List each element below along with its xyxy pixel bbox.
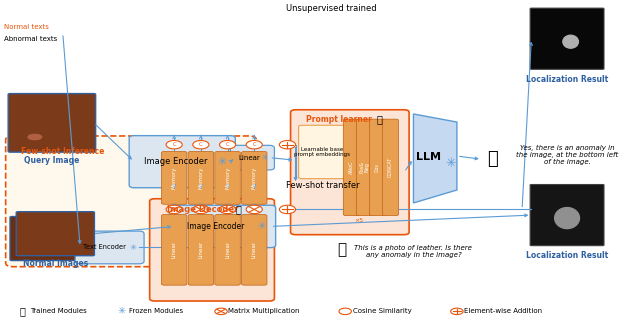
Text: Pos&
Neg: Pos& Neg <box>359 161 370 173</box>
Text: This is a photo of leather. Is there
any anomaly in the image?: This is a photo of leather. Is there any… <box>355 245 472 258</box>
FancyBboxPatch shape <box>356 119 372 215</box>
Circle shape <box>220 140 236 149</box>
Ellipse shape <box>563 35 579 48</box>
Text: Image Encoder: Image Encoder <box>187 222 244 231</box>
Text: 🔥: 🔥 <box>19 306 26 316</box>
Text: ANoC: ANoC <box>349 161 354 174</box>
Text: Trained Modules: Trained Modules <box>30 308 86 314</box>
Circle shape <box>215 308 227 315</box>
FancyBboxPatch shape <box>383 119 399 215</box>
Circle shape <box>246 205 262 214</box>
Text: Element-wise Addition: Element-wise Addition <box>465 308 543 314</box>
FancyBboxPatch shape <box>170 205 276 248</box>
FancyBboxPatch shape <box>75 231 144 264</box>
Text: CONCAT: CONCAT <box>388 157 393 177</box>
FancyBboxPatch shape <box>215 214 240 285</box>
Text: Unsupervised trained: Unsupervised trained <box>286 4 377 13</box>
Text: Few-shot transfer: Few-shot transfer <box>286 181 360 190</box>
FancyBboxPatch shape <box>188 151 214 204</box>
FancyBboxPatch shape <box>530 185 604 246</box>
FancyBboxPatch shape <box>8 94 95 152</box>
Circle shape <box>220 205 236 214</box>
Text: Linear: Linear <box>198 241 204 258</box>
FancyBboxPatch shape <box>161 214 187 285</box>
Text: Cosine Similarity: Cosine Similarity <box>353 308 412 314</box>
Text: Linear: Linear <box>225 241 230 258</box>
Circle shape <box>246 140 262 149</box>
Text: ✳: ✳ <box>129 243 136 252</box>
Text: Linear: Linear <box>252 241 257 258</box>
Text: Normal texts: Normal texts <box>4 24 49 30</box>
Text: ✳: ✳ <box>445 157 456 170</box>
Circle shape <box>280 205 296 214</box>
Text: Image Decoder: Image Decoder <box>167 205 239 214</box>
FancyBboxPatch shape <box>215 151 240 204</box>
Circle shape <box>280 140 296 149</box>
FancyBboxPatch shape <box>530 8 604 69</box>
Text: C: C <box>199 142 203 147</box>
Text: Frozen Modules: Frozen Modules <box>129 308 183 314</box>
Text: ✳: ✳ <box>261 153 268 162</box>
Ellipse shape <box>555 208 579 228</box>
Text: Linear: Linear <box>172 241 177 258</box>
Text: ✳: ✳ <box>258 221 266 231</box>
Polygon shape <box>413 114 457 203</box>
Circle shape <box>166 140 182 149</box>
Text: Image Encoder: Image Encoder <box>144 157 207 166</box>
Text: C: C <box>172 142 176 147</box>
Circle shape <box>166 205 182 214</box>
FancyBboxPatch shape <box>16 212 95 256</box>
FancyBboxPatch shape <box>161 151 187 204</box>
Text: Linear: Linear <box>239 155 260 161</box>
Ellipse shape <box>28 135 42 140</box>
FancyBboxPatch shape <box>150 199 275 301</box>
Text: Memory: Memory <box>252 167 257 189</box>
Text: Cos: Cos <box>375 163 380 172</box>
FancyBboxPatch shape <box>129 136 236 188</box>
Text: LLM: LLM <box>417 152 442 162</box>
Text: Memory: Memory <box>198 167 204 189</box>
Circle shape <box>193 205 209 214</box>
Text: Memory: Memory <box>172 167 177 189</box>
FancyBboxPatch shape <box>10 216 88 261</box>
Text: C: C <box>226 142 229 147</box>
Text: Localization Result: Localization Result <box>526 74 608 84</box>
FancyBboxPatch shape <box>291 110 409 235</box>
FancyBboxPatch shape <box>6 136 257 267</box>
Text: ×5: ×5 <box>355 218 364 223</box>
Text: 🔥: 🔥 <box>236 204 242 215</box>
Text: ✳: ✳ <box>217 157 227 167</box>
Text: Normal Images: Normal Images <box>22 259 88 268</box>
Text: Few-shot Inference: Few-shot Inference <box>20 147 104 156</box>
Circle shape <box>339 308 351 315</box>
Text: Text Encoder: Text Encoder <box>83 244 126 251</box>
Circle shape <box>451 308 463 315</box>
FancyBboxPatch shape <box>241 151 267 204</box>
Text: 🔥: 🔥 <box>376 114 382 124</box>
Text: Abnormal texts: Abnormal texts <box>4 36 57 42</box>
Text: Yes, there is an anomaly in
the image, at the bottom left
of the image.: Yes, there is an anomaly in the image, a… <box>516 145 618 165</box>
FancyBboxPatch shape <box>343 119 360 215</box>
Circle shape <box>193 140 209 149</box>
Text: Localization Result: Localization Result <box>526 251 608 260</box>
Text: C: C <box>252 142 256 147</box>
Text: Query Image: Query Image <box>24 156 79 165</box>
Text: 🤖: 🤖 <box>487 150 498 168</box>
FancyBboxPatch shape <box>299 125 345 179</box>
FancyBboxPatch shape <box>241 214 267 285</box>
FancyBboxPatch shape <box>230 145 275 170</box>
Text: ✳: ✳ <box>118 306 126 316</box>
FancyBboxPatch shape <box>188 214 214 285</box>
FancyBboxPatch shape <box>369 119 385 215</box>
Text: 🧍: 🧍 <box>337 242 347 257</box>
Text: Memory: Memory <box>225 167 230 189</box>
Text: Prompt learner: Prompt learner <box>306 115 372 124</box>
Text: Learnable base
prompt embeddings: Learnable base prompt embeddings <box>294 147 350 157</box>
Text: Matrix Multiplication: Matrix Multiplication <box>228 308 300 314</box>
